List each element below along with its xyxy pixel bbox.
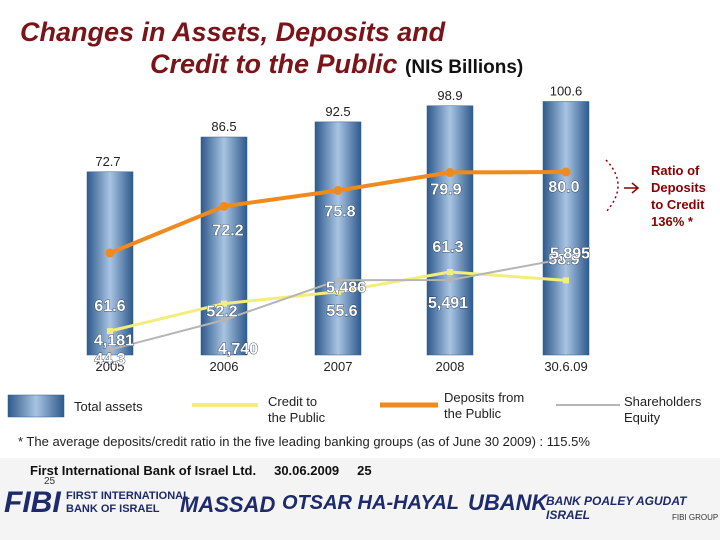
legend-credit-label: Credit to the Public: [268, 394, 325, 426]
series-point: [447, 277, 453, 284]
series-point: [107, 346, 113, 353]
title-unit: (NIS Billions): [405, 57, 524, 78]
ratio-arrow: [624, 182, 640, 194]
series-point: [445, 167, 455, 177]
footer-bank-name: First International Bank of Israel Ltd.: [30, 463, 257, 478]
series-point: [219, 201, 229, 211]
page-number-small: 25: [44, 476, 56, 487]
series-value-label: 5,486: [326, 279, 366, 296]
bar-total-assets-2005: [86, 171, 134, 356]
ratio-bracket: [605, 159, 619, 213]
series-value-label: 79.9: [430, 181, 461, 198]
ubank-logo: UBANK: [468, 490, 548, 515]
series-point: [561, 167, 571, 177]
footer-page-number: 25: [357, 463, 372, 478]
legend-equity-label: Shareholders Equity: [624, 394, 701, 426]
legend-total-assets-label: Total assets: [74, 399, 143, 414]
legend-credit-line1: Credit to: [268, 394, 318, 409]
series-point: [447, 269, 453, 276]
series-point: [105, 248, 115, 258]
ratio-note-line: Deposits: [651, 180, 706, 195]
ratio-note-line: 136% *: [651, 214, 694, 229]
massad-logo: MASSAD: [180, 492, 276, 517]
title-line1: Changes in Assets, Deposits and: [20, 17, 446, 47]
bar-value-label: 86.5: [211, 119, 236, 134]
legend-equity-line1: Shareholders: [624, 394, 702, 409]
series-point: [335, 288, 341, 295]
fibi-full-logo: FIRST INTERNATIONAL BANK OF ISRAEL: [66, 490, 190, 516]
legend-deposits-line2: the Public: [444, 406, 502, 421]
legend-equity-line2: Equity: [624, 410, 661, 425]
footer: [0, 458, 720, 540]
bar-value-label: 98.9: [437, 88, 462, 103]
series-point: [221, 316, 227, 323]
series-value-label: 72.2: [212, 222, 243, 239]
series-value-label: 4,181: [94, 333, 134, 350]
chart-title: Changes in Assets, Deposits and Credit t…: [20, 16, 660, 84]
series-point: [563, 255, 569, 262]
series-value-label: 4,740: [218, 341, 258, 358]
series-value-label: 55.6: [326, 303, 357, 320]
fibi-logo: FIBI: [4, 486, 61, 519]
legend-credit-line2: the Public: [268, 410, 326, 425]
series-value-label: 44.3: [94, 351, 125, 368]
bar-total-assets-2007: [314, 121, 362, 356]
bar-total-assets-30.6.09: [542, 101, 590, 356]
bar-value-label: 72.7: [95, 154, 120, 169]
fibi-full-line1: FIRST INTERNATIONAL: [66, 490, 190, 502]
otsar-logo: OTSAR HA-HAYAL: [282, 492, 460, 514]
fibi-full-line2: BANK OF ISRAEL: [66, 503, 160, 515]
series-value-label: 61.3: [432, 239, 463, 256]
series-value-label: 80.0: [548, 179, 579, 196]
series-point: [335, 277, 341, 284]
series-value-label: 5,895: [550, 246, 590, 263]
logo-row: FIBI 25 FIRST INTERNATIONAL BANK OF ISRA…: [0, 476, 720, 530]
category-label: 2007: [324, 359, 353, 374]
series-value-label: 75.8: [324, 203, 355, 220]
fibi-group-tag: FIBI GROUP: [672, 513, 719, 522]
title-line2: Credit to the Public: [150, 49, 398, 79]
bar-value-label: 100.6: [550, 83, 583, 98]
series-value-label: 5,491: [428, 295, 468, 312]
series-value-label: 52.2: [206, 304, 237, 321]
category-label: 30.6.09: [544, 359, 587, 374]
legend-deposits-line1: Deposits from: [444, 390, 525, 405]
category-label: 2006: [210, 359, 239, 374]
footnote: * The average deposits/credit ratio in t…: [18, 434, 590, 449]
series-point: [221, 300, 227, 307]
legend-deposits-label: Deposits from the Public: [444, 390, 524, 422]
ratio-note-line: Ratio of: [651, 163, 700, 178]
legend-swatch-total-assets: [7, 394, 65, 418]
series-value-label: 58.9: [548, 251, 579, 268]
footer-date: 30.06.2009: [274, 463, 340, 478]
category-label: 2005: [96, 359, 125, 374]
series-point: [107, 328, 113, 335]
bar-value-label: 92.5: [325, 104, 350, 119]
poaley-logo: BANK POALEY AGUDAT ISRAEL: [546, 494, 687, 522]
ratio-note-line: to Credit: [651, 197, 705, 212]
category-label: 2008: [436, 359, 465, 374]
footer-line: First International Bank of Israel Ltd. 3…: [30, 463, 390, 478]
bar-total-assets-2008: [426, 105, 474, 356]
series-value-label: 61.6: [94, 298, 125, 315]
series-point: [563, 277, 569, 284]
series-point: [333, 185, 343, 195]
